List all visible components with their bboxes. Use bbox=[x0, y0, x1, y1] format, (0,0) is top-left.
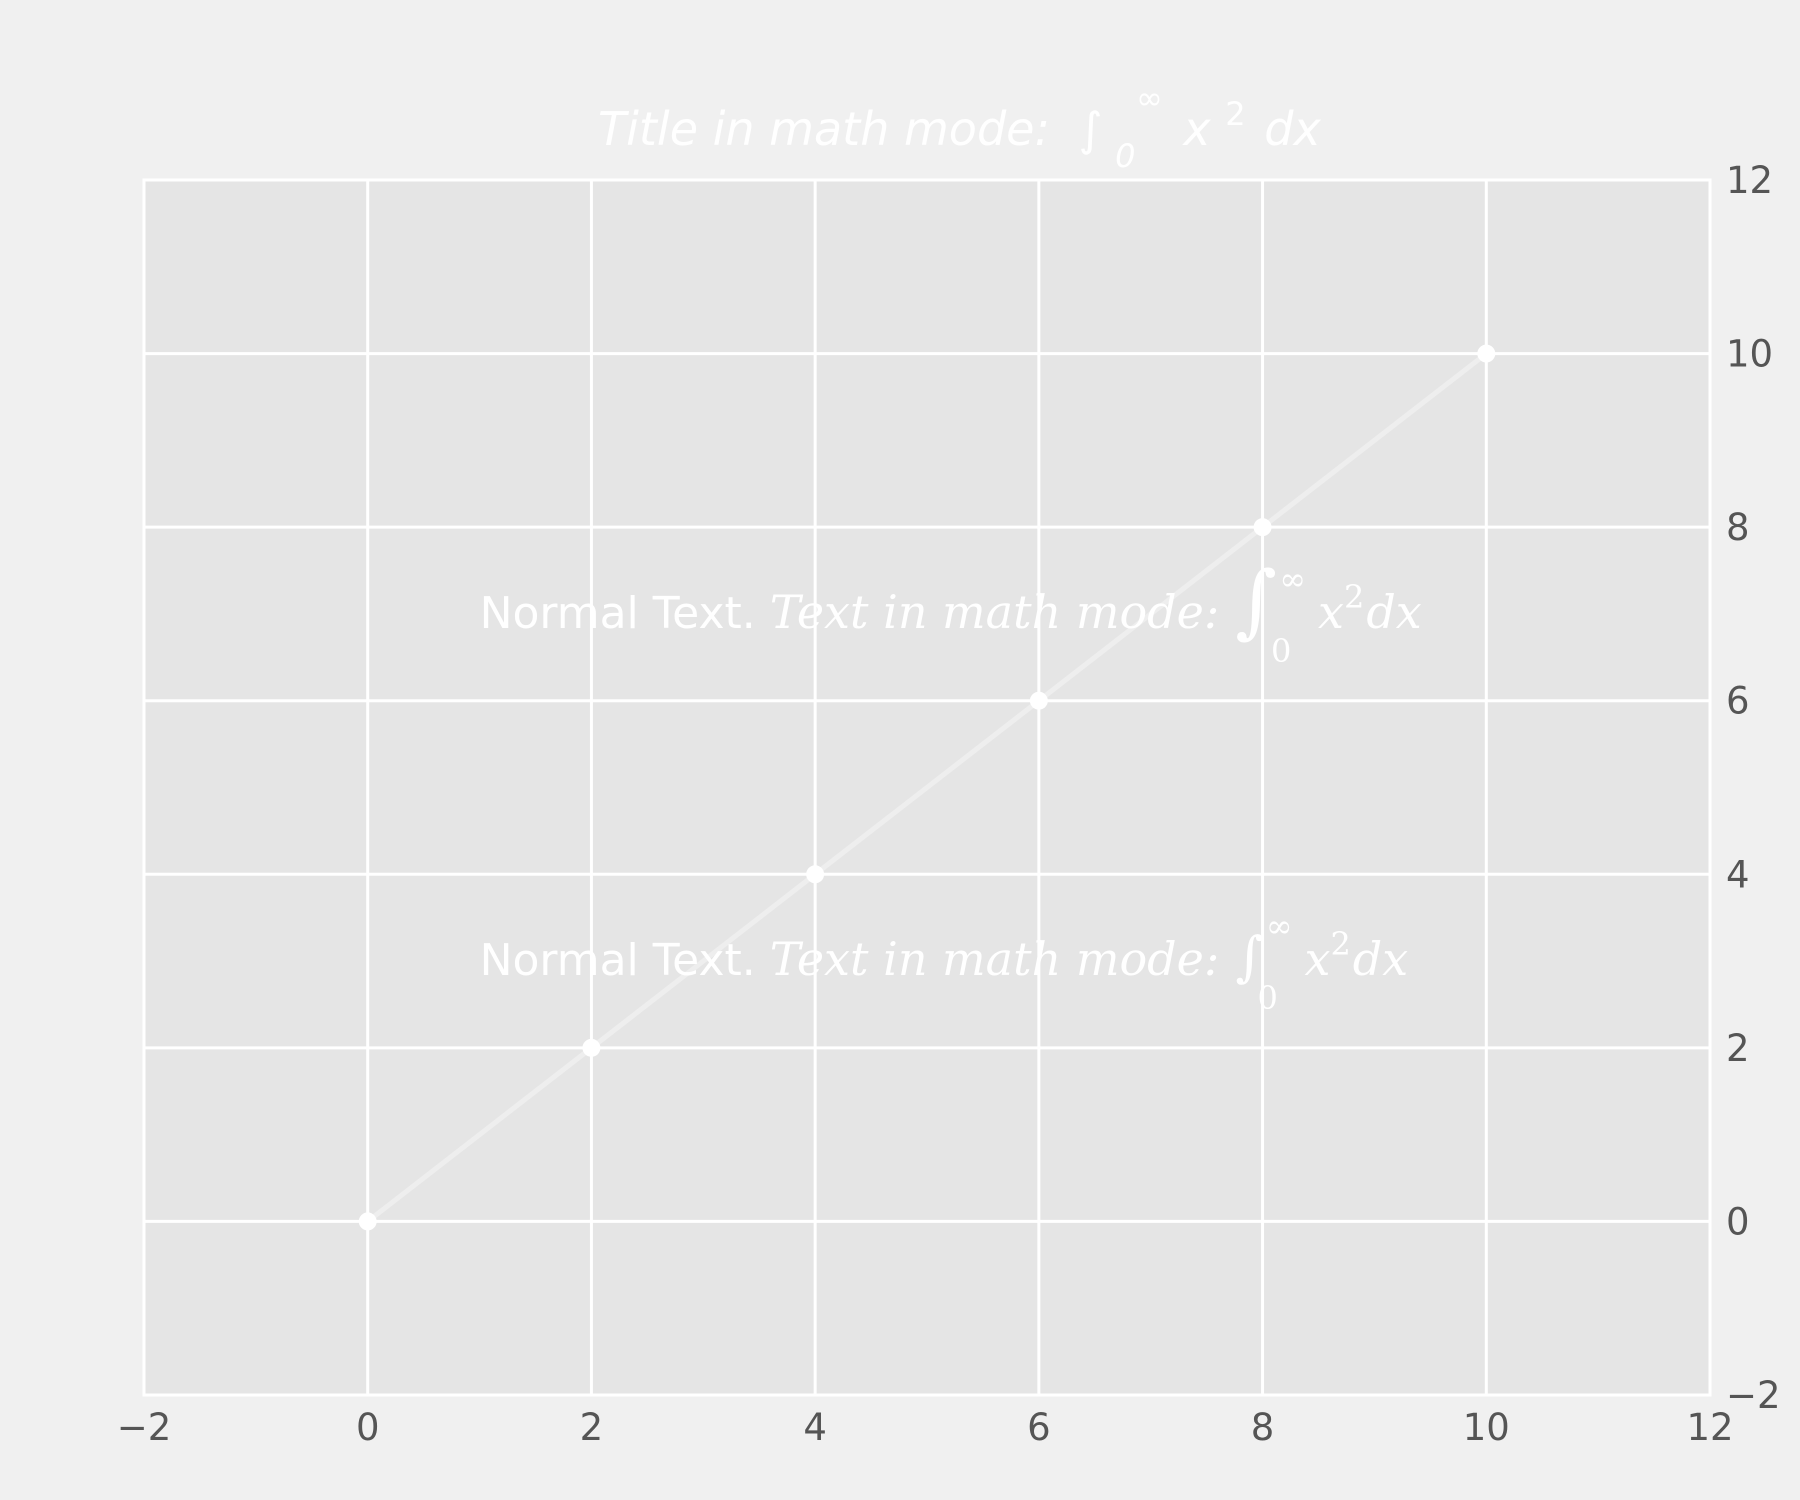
x-tick-label: −2 bbox=[117, 1406, 172, 1449]
title-integral-lower: 0 bbox=[1115, 137, 1135, 175]
data-point bbox=[358, 1212, 377, 1231]
grid bbox=[144, 180, 1710, 1395]
title-base: x bbox=[1181, 102, 1211, 156]
x-tick-label: 8 bbox=[1251, 1406, 1275, 1449]
annotation-text: Normal Text. Text in math mode: ∫ 0 ∞ x2dx bbox=[480, 554, 1422, 670]
annotation-normal-text: Normal Text. bbox=[480, 935, 770, 986]
title-integral-sign: ∫ bbox=[1079, 102, 1103, 156]
y-tick-label: 6 bbox=[1726, 680, 1750, 723]
y-tick-label: 2 bbox=[1726, 1027, 1750, 1070]
annotation-exponent: 2 bbox=[1344, 578, 1364, 616]
annotation-suffix: dx bbox=[1366, 585, 1421, 639]
y-tick-label: 4 bbox=[1726, 853, 1750, 896]
data-point bbox=[1253, 518, 1272, 537]
annotation-normal-text: Normal Text. bbox=[480, 588, 770, 639]
annotation-base: x bbox=[1304, 932, 1330, 986]
series-line bbox=[366, 351, 1488, 1224]
annotation-exponent: 2 bbox=[1330, 925, 1350, 963]
annotation-math-text: Text in math mode: bbox=[770, 932, 1220, 986]
y-tick-label: 8 bbox=[1726, 506, 1750, 549]
y-axis: 0 2 4 6 8 10 12 −2 bbox=[1726, 159, 1781, 1417]
data-point bbox=[582, 1038, 601, 1057]
y-tick-label: 12 bbox=[1726, 159, 1773, 202]
y-tick-label: 10 bbox=[1726, 333, 1773, 376]
annotations: Normal Text. Text in math mode: ∫ 0∞x2dxNo… bbox=[480, 554, 1422, 1017]
y-tick-label: −2 bbox=[1726, 1374, 1781, 1417]
plot-frame bbox=[142, 178, 1712, 1397]
x-tick-label: 4 bbox=[803, 1406, 827, 1449]
title-prefix: Title in math mode: bbox=[598, 102, 1065, 156]
annotation-math-text: Text in math mode: bbox=[770, 585, 1220, 639]
y-tick-label: 0 bbox=[1726, 1200, 1750, 1243]
x-tick-label: 2 bbox=[580, 1406, 604, 1449]
annotation-integral-sign: ∫ bbox=[1235, 554, 1277, 647]
title-exponent: 2 bbox=[1225, 95, 1245, 133]
annotation-integral-lower: 0 bbox=[1257, 979, 1277, 1017]
x-tick-label: 12 bbox=[1686, 1406, 1733, 1449]
annotation-integral-lower: 0 bbox=[1271, 632, 1291, 670]
annotation-integral-upper: ∞ bbox=[1279, 560, 1306, 598]
data-point bbox=[1477, 344, 1496, 363]
x-axis: −2 0 2 4 6 8 10 12 bbox=[117, 1406, 1734, 1449]
x-tick-label: 10 bbox=[1463, 1406, 1510, 1449]
data-point bbox=[1029, 691, 1048, 710]
annotation-text: Normal Text. Text in math mode: ∫ 0 ∞ x2dx bbox=[480, 907, 1409, 1017]
annotation-base: x bbox=[1318, 585, 1344, 639]
x-tick-label: 6 bbox=[1027, 1406, 1051, 1449]
data-point bbox=[806, 865, 825, 884]
title-integral-upper: ∞ bbox=[1136, 79, 1163, 117]
chart-title: Title in math mode: ∫ 0 ∞ x 2 dx bbox=[598, 66, 1321, 178]
series-layer bbox=[358, 344, 1496, 1231]
annotation-integral-sign: ∫ bbox=[1235, 925, 1263, 988]
annotation-integral-upper: ∞ bbox=[1266, 907, 1293, 945]
title-suffix: dx bbox=[1264, 102, 1321, 156]
annotation-suffix: dx bbox=[1353, 932, 1408, 986]
x-tick-label: 0 bbox=[356, 1406, 380, 1449]
